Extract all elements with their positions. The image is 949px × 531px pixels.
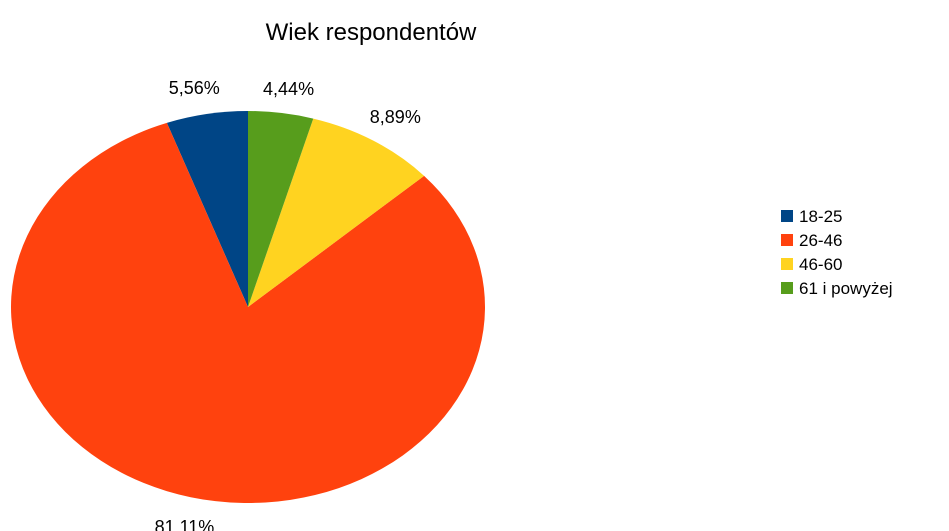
legend: 18-25 26-46 46-60 61 i powyżej [781,207,893,298]
pie-slice-61-i-powyżej [248,111,314,307]
legend-swatch-26-46 [781,234,793,246]
data-label-18-25: 5,56% [169,78,220,98]
data-label-46-60: 8,89% [370,107,421,127]
legend-label-18-25: 18-25 [799,207,842,226]
pie-slice-26-46 [10,122,485,504]
data-label-26-46: 81,11% [155,517,215,531]
legend-label-61-i-powyżej: 61 i powyżej [799,279,893,298]
pie-slice-46-60 [248,118,425,307]
legend-swatch-61-i-powyżej [781,282,793,294]
legend-label-26-46: 26-46 [799,231,842,250]
pie-slices [10,111,485,504]
data-labels: 5,56% 81,11% 8,89% 4,44% [155,78,421,531]
legend-swatch-46-60 [781,258,793,270]
legend-label-46-60: 46-60 [799,255,842,274]
pie-slice-18-25 [166,111,248,307]
legend-swatch-18-25 [781,210,793,222]
data-label-61-i-powyżej: 4,44% [263,79,314,99]
chart-title: Wiek respondentów [266,19,477,46]
